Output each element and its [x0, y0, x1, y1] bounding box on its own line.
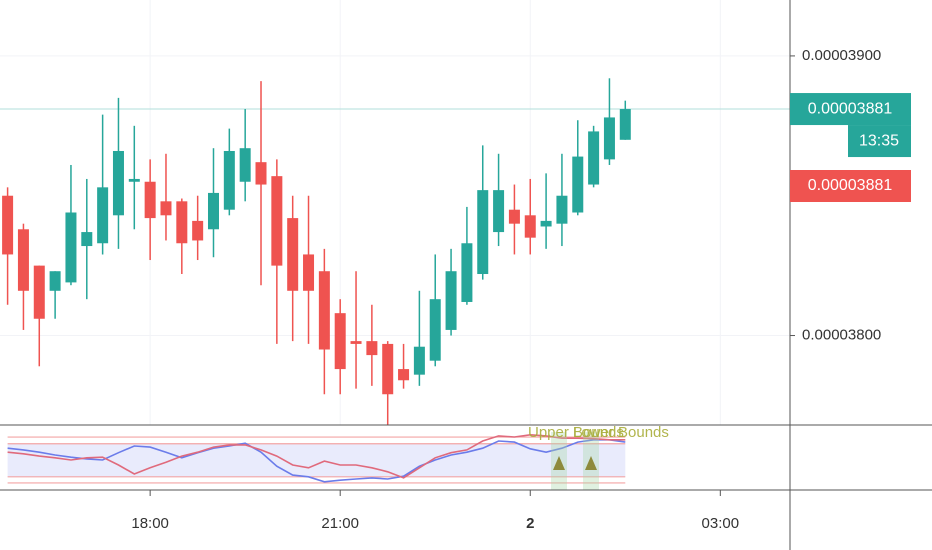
- candle-body: [223, 150, 235, 210]
- grid: [0, 0, 795, 496]
- candle-body: [17, 229, 29, 291]
- candle-body: [33, 265, 45, 319]
- candle-body: [556, 195, 568, 224]
- candle-body: [540, 220, 552, 227]
- candle-body: [398, 369, 410, 381]
- labels: 18:00 21:00 2 03:00 0.00003800 0.00003900 Uppe…: [131, 47, 911, 532]
- candle-body: [350, 341, 362, 344]
- indicator-annotation: Lower Bounds: [573, 424, 669, 441]
- candle-body: [239, 148, 251, 182]
- candle-body: [508, 209, 520, 224]
- indicator-line: [7, 439, 626, 483]
- candle-body: [603, 117, 615, 160]
- candle-body: [287, 218, 299, 291]
- candle-body: [112, 150, 124, 216]
- price-marker-box: [790, 170, 911, 202]
- candle-body: [160, 201, 172, 216]
- candle-body: [192, 220, 204, 241]
- price-marker: 0.00003881: [808, 177, 893, 194]
- candle-body: [255, 162, 267, 185]
- x-tick-label: 21:00: [321, 515, 359, 532]
- candle-body: [303, 254, 315, 291]
- candle-body: [524, 215, 536, 238]
- candle-body: [97, 187, 109, 244]
- indicator-annotation: Upper Bounds: [528, 424, 624, 441]
- countdown-box: [848, 125, 911, 158]
- candle-body: [588, 131, 600, 185]
- y-tick-label: 0.00003900: [802, 47, 881, 64]
- candle-body: [2, 195, 14, 255]
- candle-body: [382, 343, 394, 395]
- candles: [2, 78, 631, 425]
- indicator-pane: [7, 433, 626, 484]
- y-tick-label: 0.00003800: [802, 326, 881, 343]
- indicator-line: [7, 433, 626, 479]
- candle-body: [461, 243, 473, 302]
- candle-body: [493, 190, 505, 233]
- candle-body: [477, 190, 489, 275]
- candle-body: [572, 156, 584, 213]
- candle-body: [65, 212, 77, 283]
- last-price-label: 0.00003881: [808, 100, 893, 117]
- candle-body: [49, 271, 61, 291]
- candle-body: [445, 271, 457, 330]
- candle-body: [429, 299, 441, 361]
- candle-body: [413, 346, 425, 375]
- x-tick-label: 03:00: [702, 515, 740, 532]
- signal-marker: [585, 456, 597, 470]
- candle-body: [144, 181, 156, 219]
- candle-body: [207, 192, 219, 230]
- countdown-label: 13:35: [859, 132, 899, 149]
- candle-body: [176, 201, 188, 244]
- candle-body: [128, 178, 140, 182]
- x-tick-label: 18:00: [131, 515, 169, 532]
- signal-marker: [553, 456, 565, 470]
- candle-body: [271, 176, 283, 266]
- candle-body: [334, 313, 346, 370]
- candle-body: [366, 341, 378, 356]
- x-tick-label: 2: [526, 515, 534, 532]
- candle-body: [81, 232, 93, 247]
- candle-body: [318, 271, 330, 350]
- candle-body: [619, 109, 631, 140]
- last-price-box: [790, 93, 911, 126]
